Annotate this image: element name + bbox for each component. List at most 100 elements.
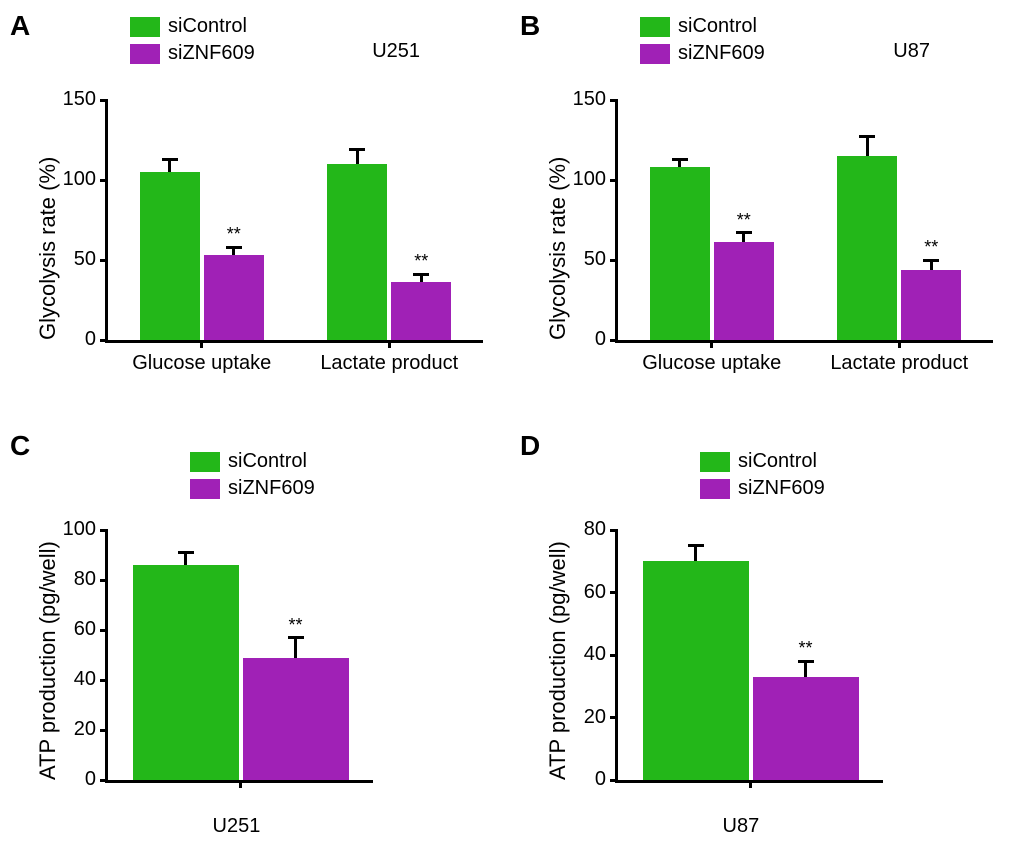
error-bar [804,661,807,677]
bar [901,270,961,340]
error-cap [688,544,704,547]
y-tick [100,259,108,262]
y-axis-label: Glycolysis rate (%) [545,100,571,340]
error-bar [168,159,171,172]
x-group-label: Lactate product [819,352,979,375]
legend-item: siZNF609 [640,42,765,65]
error-cap [798,660,814,663]
legend-label: siZNF609 [738,477,825,500]
error-bar [866,137,869,156]
plot-area: 050100150Glucose uptake**Lactate product… [105,100,483,343]
error-bar [294,638,297,658]
y-tick [100,579,108,582]
x-tick [200,340,203,348]
y-tick [610,779,618,782]
legend-item: siControl [190,450,315,473]
error-cap [162,158,178,161]
significance-marker: ** [219,224,249,245]
y-axis-label: ATP production (pg/well) [545,530,571,780]
legend-item: siZNF609 [700,477,825,500]
plot-area: 050100150Glucose uptake**Lactate product… [615,100,993,343]
y-tick [610,529,618,532]
legend: siControl siZNF609 [640,15,765,65]
y-tick [100,179,108,182]
cell-title: U251 [372,40,420,63]
legend-item: siZNF609 [190,477,315,500]
legend: siControl siZNF609 [130,15,255,65]
legend-swatch [640,44,670,64]
plot-area: 020406080** [615,530,883,783]
legend-swatch [700,479,730,499]
legend-label: siZNF609 [168,42,255,65]
x-tick [710,340,713,348]
y-tick [100,679,108,682]
legend: siControl siZNF609 [190,450,315,500]
bar [133,565,239,780]
legend: siControl siZNF609 [700,450,825,500]
legend-swatch [130,44,160,64]
legend-label: siControl [678,15,757,38]
y-tick [610,654,618,657]
bar [140,172,200,340]
significance-marker: ** [916,237,946,258]
y-axis-label: ATP production (pg/well) [35,530,61,780]
x-group-label: Lactate product [309,352,469,375]
panel-label: C [10,430,30,462]
legend-label: siZNF609 [678,42,765,65]
legend-swatch [190,479,220,499]
x-tick [239,780,242,788]
error-bar [184,553,187,566]
error-cap [226,246,242,249]
significance-marker: ** [281,615,311,636]
bar [753,677,859,780]
legend-label: siZNF609 [228,477,315,500]
error-bar [694,546,697,562]
bar [204,255,264,340]
figure-root: AsiControl siZNF609 U251 050100150Glucose u… [0,0,1020,865]
cell-title: U251 [213,815,261,838]
legend-swatch [700,452,730,472]
bar [837,156,897,340]
legend-item: siControl [700,450,825,473]
x-tick [898,340,901,348]
error-bar [356,150,359,164]
panel-A: AsiControl siZNF609 U251 050100150Glucose u… [10,10,500,410]
bar [391,282,451,340]
y-tick [610,259,618,262]
error-cap [349,148,365,151]
y-tick [100,529,108,532]
panel-label: B [520,10,540,42]
y-tick [100,729,108,732]
cell-title: U87 [723,815,760,838]
significance-marker: ** [791,638,821,659]
legend-item: siZNF609 [130,42,255,65]
y-tick [100,99,108,102]
y-tick [100,629,108,632]
legend-item: siControl [640,15,765,38]
error-cap [736,231,752,234]
bar [327,164,387,340]
y-tick [610,716,618,719]
bar [714,242,774,340]
legend-item: siControl [130,15,255,38]
error-cap [923,259,939,262]
x-group-label: Glucose uptake [122,352,282,375]
cell-title: U87 [893,40,930,63]
legend-swatch [130,17,160,37]
error-cap [288,636,304,639]
panel-B: BsiControl siZNF609 U87 050100150Glucose up… [520,10,1010,410]
panel-C: CsiControlsiZNF609U251020406080100**ATP … [10,430,500,850]
y-tick [610,591,618,594]
y-tick [610,179,618,182]
error-cap [672,158,688,161]
error-cap [413,273,429,276]
x-group-label: Glucose uptake [632,352,792,375]
y-tick [610,339,618,342]
panel-label: A [10,10,30,42]
legend-label: siControl [228,450,307,473]
x-tick [749,780,752,788]
significance-marker: ** [406,251,436,272]
legend-swatch [640,17,670,37]
y-axis-label: Glycolysis rate (%) [35,100,61,340]
error-cap [859,135,875,138]
